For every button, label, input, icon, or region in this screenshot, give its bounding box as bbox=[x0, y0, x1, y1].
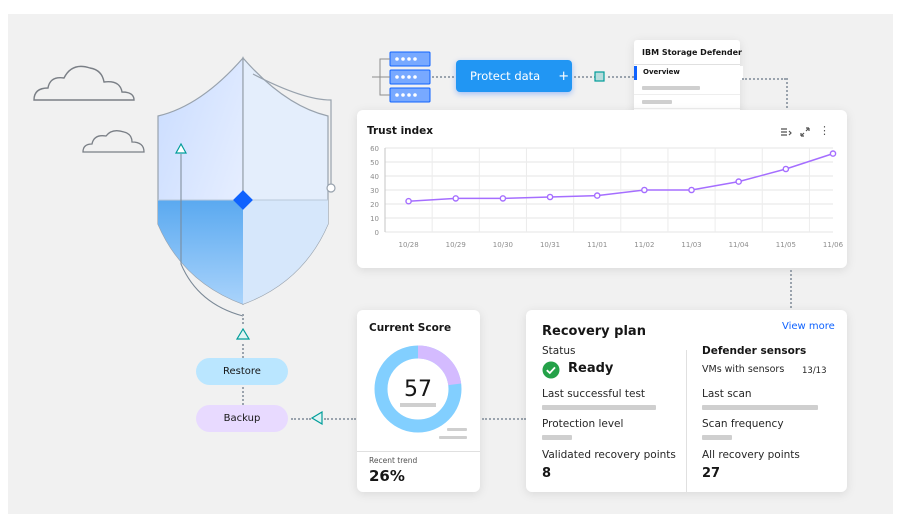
data-point bbox=[546, 193, 554, 201]
menu-item-overview-label: Overview bbox=[643, 68, 680, 76]
x-tick-label: 11/04 bbox=[729, 241, 750, 249]
menu-item-placeholder[interactable] bbox=[642, 86, 700, 90]
shield-icon bbox=[157, 56, 336, 317]
y-tick-label: 40 bbox=[370, 173, 379, 181]
y-tick-label: 20 bbox=[370, 201, 379, 209]
donut-segment bbox=[417, 345, 462, 386]
current-score-title: Current Score bbox=[369, 322, 452, 334]
cloud-icon bbox=[33, 65, 135, 101]
cloud-icon bbox=[82, 130, 145, 153]
y-tick-label: 60 bbox=[370, 145, 379, 153]
validated-points-label: Validated recovery points bbox=[542, 449, 676, 461]
menu-item-placeholder[interactable] bbox=[642, 100, 672, 104]
defender-menu-title: IBM Storage Defender bbox=[642, 48, 742, 57]
recent-trend-value: 26% bbox=[369, 467, 405, 485]
trust-index-chart: 0 10 20 30 40 50 60 10/28 10/29 10/30 10/31 11/01 11… bbox=[370, 145, 844, 249]
data-point bbox=[405, 197, 412, 205]
up-arrow-icon bbox=[236, 328, 250, 340]
protection-level-label: Protection level bbox=[542, 418, 624, 430]
expand-icon[interactable] bbox=[799, 126, 811, 138]
vms-with-sensors-value: 13/13 bbox=[802, 366, 827, 376]
recovery-plan-title: Recovery plan bbox=[542, 324, 646, 339]
data-point bbox=[829, 150, 837, 157]
series-line bbox=[408, 152, 834, 202]
server-stack-icon bbox=[372, 51, 431, 103]
data-point bbox=[593, 192, 601, 199]
status-label: Status bbox=[542, 345, 576, 357]
restore-label: Restore bbox=[223, 366, 261, 377]
x-tick-label: 10/30 bbox=[493, 241, 513, 249]
x-tick-label: 11/06 bbox=[823, 241, 844, 249]
validated-points-value: 8 bbox=[542, 466, 552, 481]
left-arrow-icon bbox=[311, 411, 323, 425]
y-tick-label: 10 bbox=[370, 215, 379, 223]
status-value: Ready bbox=[568, 361, 614, 376]
x-tick-label: 10/28 bbox=[398, 241, 418, 249]
legend-placeholder bbox=[447, 428, 467, 431]
y-tick-label: 50 bbox=[370, 159, 379, 167]
last-scan-label: Last scan bbox=[702, 388, 752, 400]
backup-label: Backup bbox=[223, 413, 261, 424]
last-test-label: Last successful test bbox=[542, 388, 646, 400]
scan-frequency-placeholder bbox=[702, 435, 732, 440]
data-point bbox=[688, 186, 695, 194]
plus-icon: + bbox=[558, 68, 570, 84]
y-tick-label: 30 bbox=[370, 187, 379, 195]
x-tick-label: 11/01 bbox=[587, 241, 607, 249]
protect-data-button[interactable]: Protect data + bbox=[456, 60, 572, 92]
data-point bbox=[452, 195, 460, 202]
defender-sensors-title: Defender sensors bbox=[702, 345, 807, 357]
recent-trend-label: Recent trend bbox=[369, 456, 418, 465]
score-caption-placeholder bbox=[400, 403, 436, 407]
vms-with-sensors-label: VMs with sensors bbox=[702, 364, 785, 375]
score-donut: 57 bbox=[374, 345, 462, 433]
toolbar-list-icon[interactable] bbox=[780, 126, 792, 138]
scan-frequency-label: Scan frequency bbox=[702, 418, 784, 430]
legend-placeholder bbox=[439, 436, 467, 439]
trust-index-card: Trust index ⋮ 0 10 20 30 40 50 60 10/28 10/29 10/… bbox=[357, 110, 847, 268]
x-tick-label: 11/05 bbox=[776, 241, 796, 249]
current-score-card: Current Score 57 Recent trend 26% bbox=[357, 310, 480, 492]
recovery-plan-card: Recovery plan View more Status Ready Las… bbox=[526, 310, 847, 492]
menu-item-overview[interactable]: Overview bbox=[634, 66, 743, 80]
y-tick-label: 0 bbox=[375, 229, 379, 237]
last-scan-placeholder bbox=[702, 405, 818, 410]
last-test-placeholder bbox=[542, 405, 656, 410]
protection-level-placeholder bbox=[542, 435, 572, 440]
view-more-link[interactable]: View more bbox=[782, 321, 835, 332]
protect-data-label: Protect data bbox=[470, 69, 541, 83]
trust-index-title: Trust index bbox=[367, 125, 434, 137]
data-point bbox=[641, 186, 648, 194]
data-point bbox=[499, 195, 507, 202]
x-tick-label: 11/02 bbox=[634, 241, 654, 249]
backup-button[interactable]: Backup bbox=[196, 405, 288, 432]
x-tick-label: 10/29 bbox=[446, 241, 466, 249]
restore-button[interactable]: Restore bbox=[196, 358, 288, 385]
x-tick-label: 11/03 bbox=[681, 241, 701, 249]
overflow-menu-icon[interactable]: ⋮ bbox=[819, 124, 830, 137]
illustration-canvas: Restore Backup Protect data + IBM St bbox=[8, 14, 893, 514]
score-value: 57 bbox=[404, 377, 432, 402]
checkmark-icon bbox=[542, 361, 560, 379]
all-points-label: All recovery points bbox=[702, 449, 800, 461]
data-point bbox=[735, 178, 742, 185]
x-tick-label: 10/31 bbox=[540, 241, 560, 249]
data-point bbox=[782, 165, 790, 173]
connector-node-icon bbox=[594, 71, 605, 82]
all-points-value: 27 bbox=[702, 466, 721, 481]
